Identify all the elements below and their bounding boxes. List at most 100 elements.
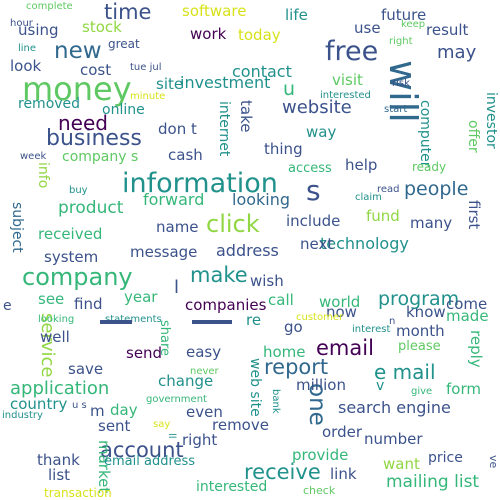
- word-ready: ready: [412, 160, 447, 174]
- word-stock: stock: [82, 18, 122, 36]
- word-web-site: web site: [247, 358, 263, 417]
- word-price: price: [428, 450, 463, 466]
- word-send: send: [126, 344, 163, 362]
- word-remove: remove: [212, 416, 269, 434]
- word-e-mail: e mail: [374, 360, 436, 384]
- word-account: account: [100, 438, 184, 462]
- word-easy: easy: [186, 343, 222, 361]
- word-government: government: [146, 394, 207, 405]
- word-free: free: [325, 36, 379, 67]
- word-internet: internet: [216, 101, 232, 157]
- word-million: million: [296, 376, 346, 394]
- word-report: report: [264, 355, 329, 379]
- word-home: home: [263, 343, 306, 361]
- word-please: please: [398, 339, 441, 354]
- word-well: well: [40, 328, 70, 346]
- word-look: look: [10, 57, 42, 75]
- word-start: start: [384, 104, 408, 115]
- word-looking: looking: [232, 190, 291, 209]
- word-search-engine: search engine: [338, 398, 451, 417]
- word-come: come: [446, 295, 488, 313]
- word-number: number: [364, 430, 423, 448]
- word-removed: removed: [18, 96, 81, 112]
- word-line: line: [18, 43, 37, 54]
- word-make: make: [190, 263, 248, 287]
- word-m: m: [90, 402, 105, 420]
- word-computer: computer: [417, 100, 433, 168]
- word-u: u: [283, 78, 296, 100]
- word-message: message: [130, 243, 198, 261]
- word-customer: customer: [296, 312, 344, 323]
- word-wish: wish: [250, 272, 284, 290]
- word-find: find: [74, 295, 103, 313]
- word-tue-jul: tue jul: [130, 62, 162, 73]
- word-company-s: company s: [62, 149, 139, 165]
- word-way: way: [306, 123, 337, 141]
- word-interested: interested: [196, 479, 268, 495]
- word-transaction: transaction: [44, 486, 112, 500]
- word-made: made: [446, 307, 489, 325]
- word-contact: contact: [232, 62, 292, 81]
- word-form: form: [446, 380, 481, 398]
- word-sent: sent: [98, 417, 131, 435]
- word-save: save: [68, 360, 104, 378]
- word-link: link: [330, 465, 357, 483]
- separator-bar: [192, 320, 232, 324]
- word-address: address: [216, 241, 279, 260]
- word-cost: cost: [80, 61, 112, 79]
- word-go: go: [284, 318, 303, 336]
- word-information: information: [122, 168, 278, 199]
- word-program: program: [378, 288, 460, 310]
- word-say: say: [153, 419, 171, 430]
- word-u-s: u s: [72, 400, 87, 411]
- word-re: re: [246, 311, 262, 329]
- word-reply: reply: [467, 330, 485, 368]
- word-many: many: [410, 214, 453, 232]
- word-thank: thank: [37, 451, 80, 469]
- word-site: site: [156, 75, 184, 93]
- word-money: money: [22, 70, 132, 108]
- word-s: s: [306, 174, 321, 207]
- word-interested: interested: [320, 90, 371, 101]
- word-week: week: [20, 151, 47, 162]
- word-keep: keep: [401, 19, 426, 30]
- word-life: life: [285, 6, 308, 24]
- word-software: software: [182, 2, 247, 20]
- word-application: application: [10, 378, 110, 399]
- word-right: right: [389, 36, 413, 47]
- word-system: system: [44, 248, 99, 266]
- word-using: using: [18, 21, 59, 39]
- word-cash: cash: [168, 146, 203, 164]
- word-right: right: [182, 431, 218, 449]
- word-great: great: [108, 37, 140, 51]
- word-give: give: [411, 386, 433, 397]
- word-today: today: [238, 26, 281, 44]
- word-check: check: [303, 484, 336, 497]
- word-time: time: [104, 0, 152, 24]
- word-v: v: [376, 378, 385, 394]
- word-buy: buy: [69, 185, 88, 196]
- word-take: take: [237, 100, 255, 133]
- word-e: e: [3, 298, 12, 314]
- word-minute: minute: [130, 91, 166, 102]
- word-month: month: [396, 322, 445, 340]
- separator-bar: [100, 320, 132, 324]
- word-investment: investment: [180, 73, 271, 92]
- word-need: need: [58, 111, 108, 135]
- word-statements: statements: [105, 314, 162, 325]
- word-offer: offer: [465, 120, 481, 153]
- word-never: never: [190, 366, 219, 377]
- word-visit: visit: [332, 71, 363, 89]
- word-first: first: [465, 200, 483, 230]
- word-include: include: [286, 212, 341, 230]
- word-technology: technology: [320, 234, 409, 253]
- word-n: n: [389, 316, 396, 327]
- word-online: online: [102, 102, 145, 118]
- word-investor: investor: [483, 92, 499, 149]
- word-year: year: [124, 288, 158, 306]
- word-see: see: [38, 290, 65, 308]
- word-fund: fund: [366, 207, 400, 225]
- word-read: read: [377, 184, 400, 195]
- word-order: order: [322, 423, 362, 441]
